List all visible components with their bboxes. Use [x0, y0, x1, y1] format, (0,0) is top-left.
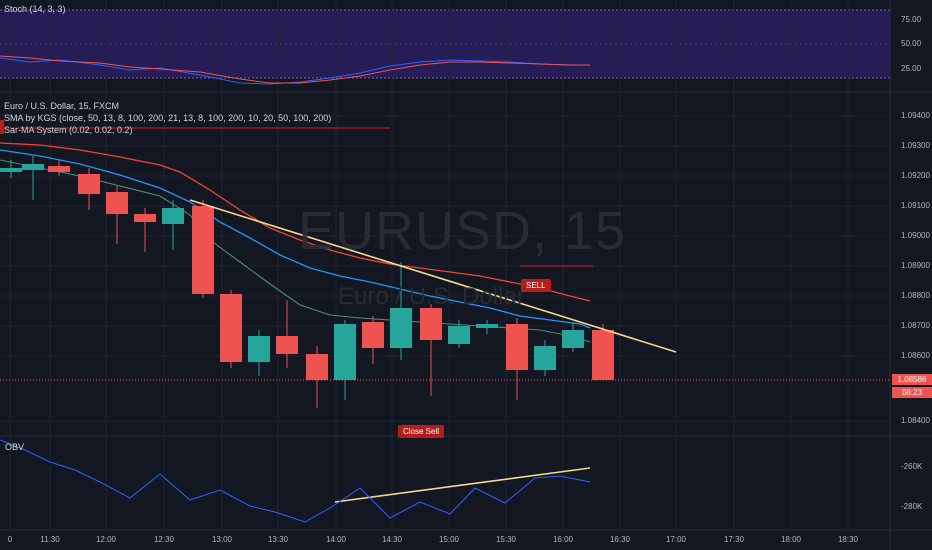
candle-bear: [276, 336, 298, 354]
candle-bear: [592, 330, 614, 380]
stoch-d-line: [0, 55, 590, 84]
sar-legend[interactable]: Sar-MA System (0.02, 0.02, 0.2): [4, 125, 133, 135]
candle-bull: [248, 336, 270, 362]
stoch-axis-25: 25.00: [901, 64, 922, 73]
price-axis-label: 1.08700: [901, 321, 930, 330]
price-axis-label: 1.09300: [901, 141, 930, 150]
time-axis-label: 11:30: [40, 535, 60, 544]
bar-countdown-tag: 08:23: [892, 387, 932, 398]
time-axis-label: 12:00: [95, 535, 117, 544]
price-axis-label: 1.09100: [901, 201, 930, 210]
time-axis-label: 14:30: [381, 535, 403, 544]
candle-bear: [362, 322, 384, 348]
sma-blue: [0, 149, 591, 329]
candle-bear: [192, 206, 214, 294]
price-axis-label: 1.09200: [901, 171, 930, 180]
candle-bull: [534, 346, 556, 370]
sma-green: [0, 159, 591, 343]
stoch-axis-75: 75.00: [901, 15, 922, 24]
vertical-grid: [9, 0, 849, 530]
time-axis-label: 17:00: [665, 535, 687, 544]
price-axis-label: 1.09400: [901, 111, 930, 120]
candle-bull: [22, 164, 44, 170]
time-axis-label: 15:30: [495, 535, 517, 544]
price-axis-label: 1.09000: [901, 231, 930, 240]
candle-bull: [562, 330, 584, 348]
obv-axis-260k: -260K: [901, 462, 923, 471]
time-axis-label: 12:30: [153, 535, 175, 544]
time-axis-label: 0: [7, 535, 13, 544]
time-axis-label: 18:00: [780, 535, 802, 544]
time-axis-label: 16:00: [552, 535, 574, 544]
obv-axis-280k: -280K: [901, 502, 923, 511]
horizontal-grid: [0, 115, 890, 422]
obv-line: [0, 439, 591, 523]
time-axis-label: 15:00: [438, 535, 460, 544]
candle-bear: [306, 354, 328, 380]
time-axis-label: 18:30: [837, 535, 859, 544]
watermark-name: Euro / U.S. Dollar: [338, 283, 525, 310]
stoch-axis-50: 50.00: [901, 39, 922, 48]
last-price-tag: 1.08586: [892, 374, 932, 385]
price-axis-label: 1.08800: [901, 291, 930, 300]
time-axis-label: 13:00: [211, 535, 233, 544]
watermark-symbol: EURUSD, 15: [298, 201, 627, 261]
trend-line-price[interactable]: [189, 199, 677, 353]
candle-bull: [334, 324, 356, 380]
stoch-k-line: [0, 57, 590, 85]
candle-bull: [390, 308, 412, 348]
candle-bull: [0, 168, 22, 172]
obv-title[interactable]: OBV: [5, 442, 25, 452]
close-sell-signal-label: Close Sell: [398, 425, 445, 438]
candle-bear: [78, 174, 100, 194]
candle-bear: [106, 192, 128, 214]
time-axis-label: 13:30: [267, 535, 289, 544]
time-axis-label: 14:00: [325, 535, 347, 544]
time-axis-label: 16:30: [609, 535, 631, 544]
time-axis-label: 17:30: [723, 535, 745, 544]
candle-bull: [476, 324, 498, 328]
price-axis-label: 1.08600: [901, 351, 930, 360]
price-axis-label: 1.08900: [901, 261, 930, 270]
candle-bull: [162, 208, 184, 224]
sma-legend[interactable]: SMA by KGS (close, 50, 13, 8, 100, 200, …: [4, 113, 332, 123]
stoch-title[interactable]: Stoch (14, 3, 3): [4, 4, 66, 14]
sell-signal-label: SELL: [521, 279, 551, 292]
symbol-legend[interactable]: Euro / U.S. Dollar, 15, FXCM: [4, 101, 120, 111]
candle-bear: [506, 324, 528, 370]
candle-bear: [48, 166, 70, 172]
candle-bull: [448, 326, 470, 344]
sar-left-marker: [0, 120, 4, 134]
candle-bear: [420, 308, 442, 340]
price-axis-label: 1.08400: [901, 416, 930, 425]
candle-bear: [220, 294, 242, 362]
trend-line-obv[interactable]: [334, 467, 591, 503]
candle-bear: [134, 214, 156, 222]
candles: [0, 156, 614, 408]
sma-red: [0, 142, 591, 302]
